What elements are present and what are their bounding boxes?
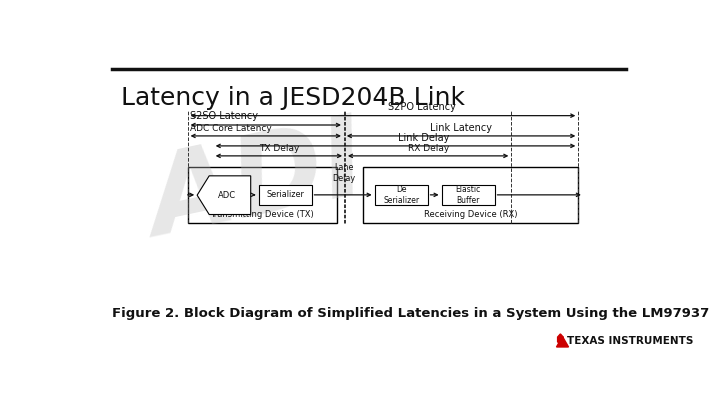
Text: Latency in a JESD204B Link: Latency in a JESD204B Link [121, 86, 464, 110]
Bar [188, 167, 337, 223]
Bar [374, 185, 428, 205]
Bar [364, 167, 578, 223]
Text: De
Serializer: De Serializer [383, 185, 419, 205]
Text: ADC: ADC [217, 191, 235, 200]
Polygon shape [557, 334, 563, 345]
Text: Figure 2. Block Diagram of Simplified Latencies in a System Using the LM97937: Figure 2. Block Diagram of Simplified La… [112, 307, 710, 320]
Text: TX Delay: TX Delay [258, 144, 299, 153]
Text: ADI: ADI [139, 111, 376, 261]
Text: TEXAS INSTRUMENTS: TEXAS INSTRUMENTS [567, 336, 693, 346]
Text: RX Delay: RX Delay [408, 144, 449, 153]
Polygon shape [197, 176, 251, 215]
Text: Lane
Delay: Lane Delay [333, 163, 356, 183]
Text: ADC Core Latency: ADC Core Latency [190, 124, 272, 133]
Text: Link Latency: Link Latency [430, 123, 492, 133]
Bar [441, 185, 495, 205]
Text: S2PO Latency: S2PO Latency [388, 102, 456, 112]
Text: Link Delay: Link Delay [397, 133, 449, 143]
Bar [258, 185, 312, 205]
Text: Receiving Device (RX): Receiving Device (RX) [424, 211, 518, 220]
Text: Elastic
Buffer: Elastic Buffer [456, 185, 481, 205]
Text: Transmitting Device (TX): Transmitting Device (TX) [210, 211, 314, 220]
Text: S2SO Latency: S2SO Latency [190, 111, 258, 121]
Text: Serializer: Serializer [266, 190, 304, 199]
